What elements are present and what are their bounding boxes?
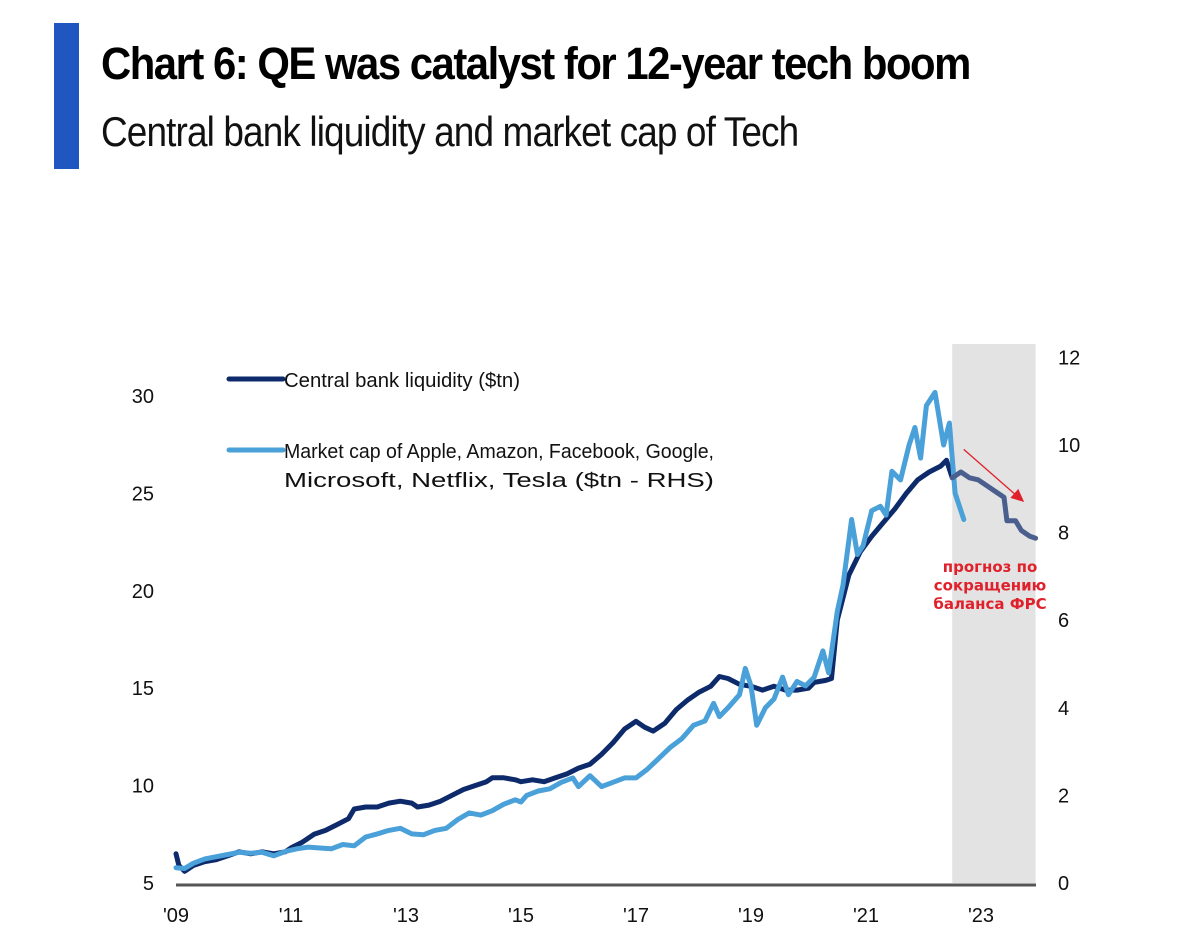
legend-label: Market cap of Apple, Amazon, Facebook, G… (284, 441, 714, 463)
y-right-tick-label: 0 (1058, 873, 1069, 895)
series-line-2 (949, 469, 1039, 541)
forecast-shaded-region (952, 344, 1036, 883)
y-left-tick-label: 5 (143, 873, 154, 895)
series-line-0 (173, 457, 955, 874)
x-tick-label: '19 (738, 905, 764, 927)
y-right-tick-label: 6 (1058, 610, 1069, 632)
x-tick-label: '09 (163, 905, 189, 927)
chart-title: Chart 6: QE was catalyst for 12-year tec… (101, 38, 971, 89)
y-left-tick-label: 15 (132, 678, 154, 700)
annotation-arrow-head (1010, 488, 1025, 502)
x-tick-label: '11 (279, 905, 304, 927)
x-tick-label: '23 (968, 905, 994, 927)
y-right-tick-label: 12 (1058, 347, 1080, 369)
y-right-tick-label: 10 (1058, 435, 1080, 457)
y-left-tick-label: 10 (132, 776, 154, 798)
x-tick-label: '13 (393, 905, 419, 927)
annotation-text: баланса ФРС (933, 595, 1046, 613)
y-left-tick-label: 25 (132, 483, 154, 505)
y-right-tick-label: 2 (1058, 785, 1069, 807)
x-tick-label: '21 (853, 905, 879, 927)
chart-subtitle: Central bank liquidity and market cap of… (101, 108, 799, 155)
series-line-1 (173, 389, 967, 871)
legend-label: Microsoft, Netflix, Tesla ($tn - RHS) (284, 470, 714, 492)
y-right-tick-label: 4 (1058, 698, 1069, 720)
x-tick-label: '17 (623, 905, 649, 927)
y-right-tick-label: 8 (1058, 523, 1069, 545)
annotation-text: сокращению (934, 577, 1046, 595)
annotation-text: прогноз по (943, 558, 1038, 576)
x-tick-label: '15 (508, 905, 534, 927)
accent-bar (54, 23, 79, 169)
annotation-arrow-line (963, 448, 1019, 498)
legend-label: Central bank liquidity ($tn) (284, 370, 520, 392)
y-left-tick-label: 30 (132, 386, 154, 408)
y-left-tick-label: 20 (132, 581, 154, 603)
